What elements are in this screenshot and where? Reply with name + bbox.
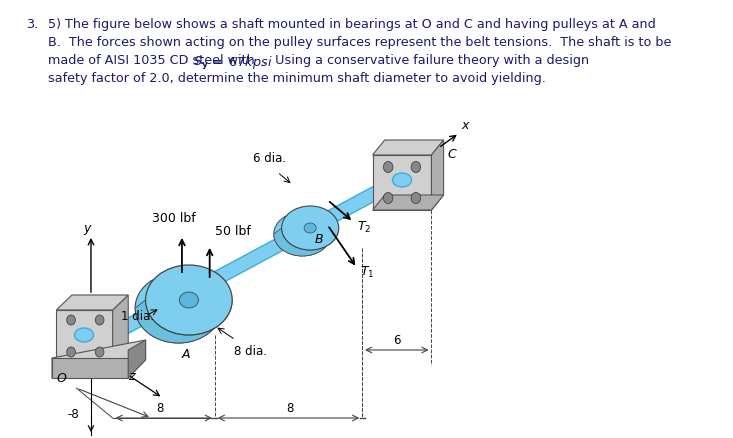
Ellipse shape — [392, 173, 411, 187]
Text: made of AISI 1035 CD steel with: made of AISI 1035 CD steel with — [48, 54, 259, 67]
Ellipse shape — [383, 162, 393, 173]
Text: 8 dia.: 8 dia. — [234, 345, 267, 358]
Ellipse shape — [304, 223, 316, 233]
Ellipse shape — [95, 347, 104, 357]
Text: .  Using a conservative failure theory with a design: . Using a conservative failure theory wi… — [262, 54, 589, 67]
Text: -8: -8 — [67, 408, 79, 421]
Ellipse shape — [383, 192, 393, 204]
Text: 300 lbf: 300 lbf — [152, 212, 196, 225]
Ellipse shape — [95, 315, 104, 325]
Polygon shape — [372, 140, 443, 155]
Text: 1 dia.: 1 dia. — [121, 310, 155, 323]
Polygon shape — [113, 295, 128, 365]
Ellipse shape — [67, 347, 75, 357]
Text: safety factor of 2.0, determine the minimum shaft diameter to avoid yielding.: safety factor of 2.0, determine the mini… — [48, 72, 545, 85]
Text: B: B — [314, 233, 323, 246]
Text: 3.: 3. — [26, 18, 38, 31]
Text: 50 lbf: 50 lbf — [215, 225, 251, 238]
Ellipse shape — [411, 192, 421, 204]
Text: 8: 8 — [287, 402, 294, 415]
Text: 8: 8 — [157, 402, 164, 415]
Ellipse shape — [75, 328, 94, 342]
Polygon shape — [372, 195, 443, 210]
Polygon shape — [56, 295, 128, 310]
Polygon shape — [52, 340, 146, 378]
Text: y: y — [83, 222, 91, 235]
Text: z: z — [128, 370, 135, 383]
Ellipse shape — [146, 265, 232, 335]
Ellipse shape — [180, 292, 199, 308]
Polygon shape — [56, 310, 113, 365]
Text: x: x — [461, 119, 468, 132]
Ellipse shape — [281, 206, 339, 250]
Polygon shape — [84, 157, 434, 354]
Text: $T_1$: $T_1$ — [360, 265, 374, 280]
Text: 5) The figure below shows a shaft mounted in bearings at O and C and having pull: 5) The figure below shows a shaft mounte… — [48, 18, 655, 31]
Text: O: O — [56, 372, 66, 385]
Ellipse shape — [411, 162, 421, 173]
Ellipse shape — [67, 315, 75, 325]
Polygon shape — [135, 300, 232, 343]
Ellipse shape — [274, 212, 331, 256]
Text: 6: 6 — [393, 334, 400, 347]
Text: $T_2$: $T_2$ — [357, 220, 371, 235]
Text: $\mathbf{\mathit{S}}_{\mathbf{y}}$: $\mathbf{\mathit{S}}_{\mathbf{y}}$ — [194, 54, 209, 71]
Text: B.  The forces shown acting on the pulley surfaces represent the belt tensions. : B. The forces shown acting on the pulley… — [48, 36, 671, 49]
Polygon shape — [432, 140, 443, 210]
Text: A: A — [182, 348, 191, 361]
Ellipse shape — [135, 273, 222, 343]
Polygon shape — [372, 155, 432, 210]
Polygon shape — [274, 228, 339, 256]
Text: 6 dia.: 6 dia. — [253, 152, 286, 165]
Polygon shape — [52, 358, 128, 378]
Polygon shape — [128, 340, 146, 378]
Text: C: C — [447, 148, 456, 161]
Text: $\mathbf{=}$ $\mathbf{\mathit{67kpsi}}$: $\mathbf{=}$ $\mathbf{\mathit{67kpsi}}$ — [205, 54, 273, 71]
